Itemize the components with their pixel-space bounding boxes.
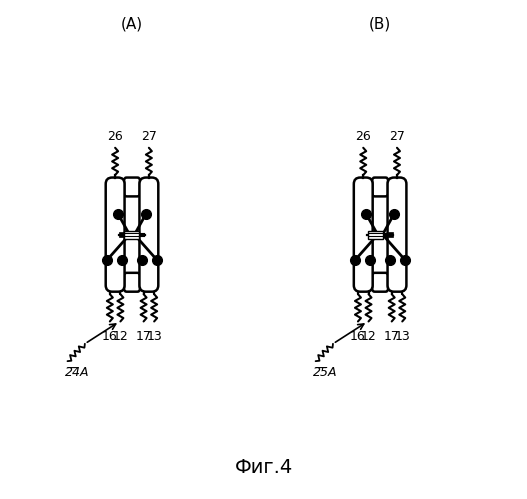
FancyBboxPatch shape	[124, 178, 140, 197]
FancyBboxPatch shape	[387, 178, 406, 292]
Text: 16: 16	[102, 330, 118, 343]
FancyBboxPatch shape	[140, 178, 158, 292]
Bar	[119, 233, 124, 237]
FancyBboxPatch shape	[354, 178, 373, 292]
Text: Фиг.4: Фиг.4	[235, 459, 292, 478]
Text: 25А: 25А	[313, 366, 338, 379]
Text: 13: 13	[147, 330, 162, 343]
Text: 12: 12	[360, 330, 376, 343]
Bar	[124, 231, 139, 239]
Text: 27: 27	[141, 130, 157, 143]
Text: 26: 26	[108, 130, 123, 143]
Text: 13: 13	[394, 330, 410, 343]
FancyBboxPatch shape	[106, 178, 124, 292]
Text: 17: 17	[135, 330, 152, 343]
Text: 27: 27	[389, 130, 405, 143]
Text: 16: 16	[350, 330, 366, 343]
Bar	[368, 231, 383, 239]
FancyBboxPatch shape	[124, 273, 140, 292]
FancyBboxPatch shape	[372, 273, 388, 292]
Text: (В): (В)	[369, 16, 391, 31]
Text: 17: 17	[384, 330, 399, 343]
Bar	[388, 233, 393, 237]
Text: 12: 12	[113, 330, 128, 343]
Text: 24А: 24А	[65, 366, 90, 379]
FancyBboxPatch shape	[372, 178, 388, 197]
Text: (А): (А)	[121, 16, 143, 31]
Text: 26: 26	[355, 130, 371, 143]
